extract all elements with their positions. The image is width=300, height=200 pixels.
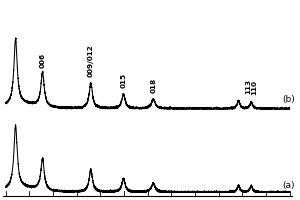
Text: 018: 018 xyxy=(150,78,156,93)
Text: 110: 110 xyxy=(251,80,257,95)
Text: (b): (b) xyxy=(283,95,295,104)
Text: (a): (a) xyxy=(283,181,295,190)
Text: 009/012: 009/012 xyxy=(88,44,94,77)
Text: 015: 015 xyxy=(121,73,127,88)
Text: 113: 113 xyxy=(245,79,251,94)
Text: 006: 006 xyxy=(40,53,46,68)
